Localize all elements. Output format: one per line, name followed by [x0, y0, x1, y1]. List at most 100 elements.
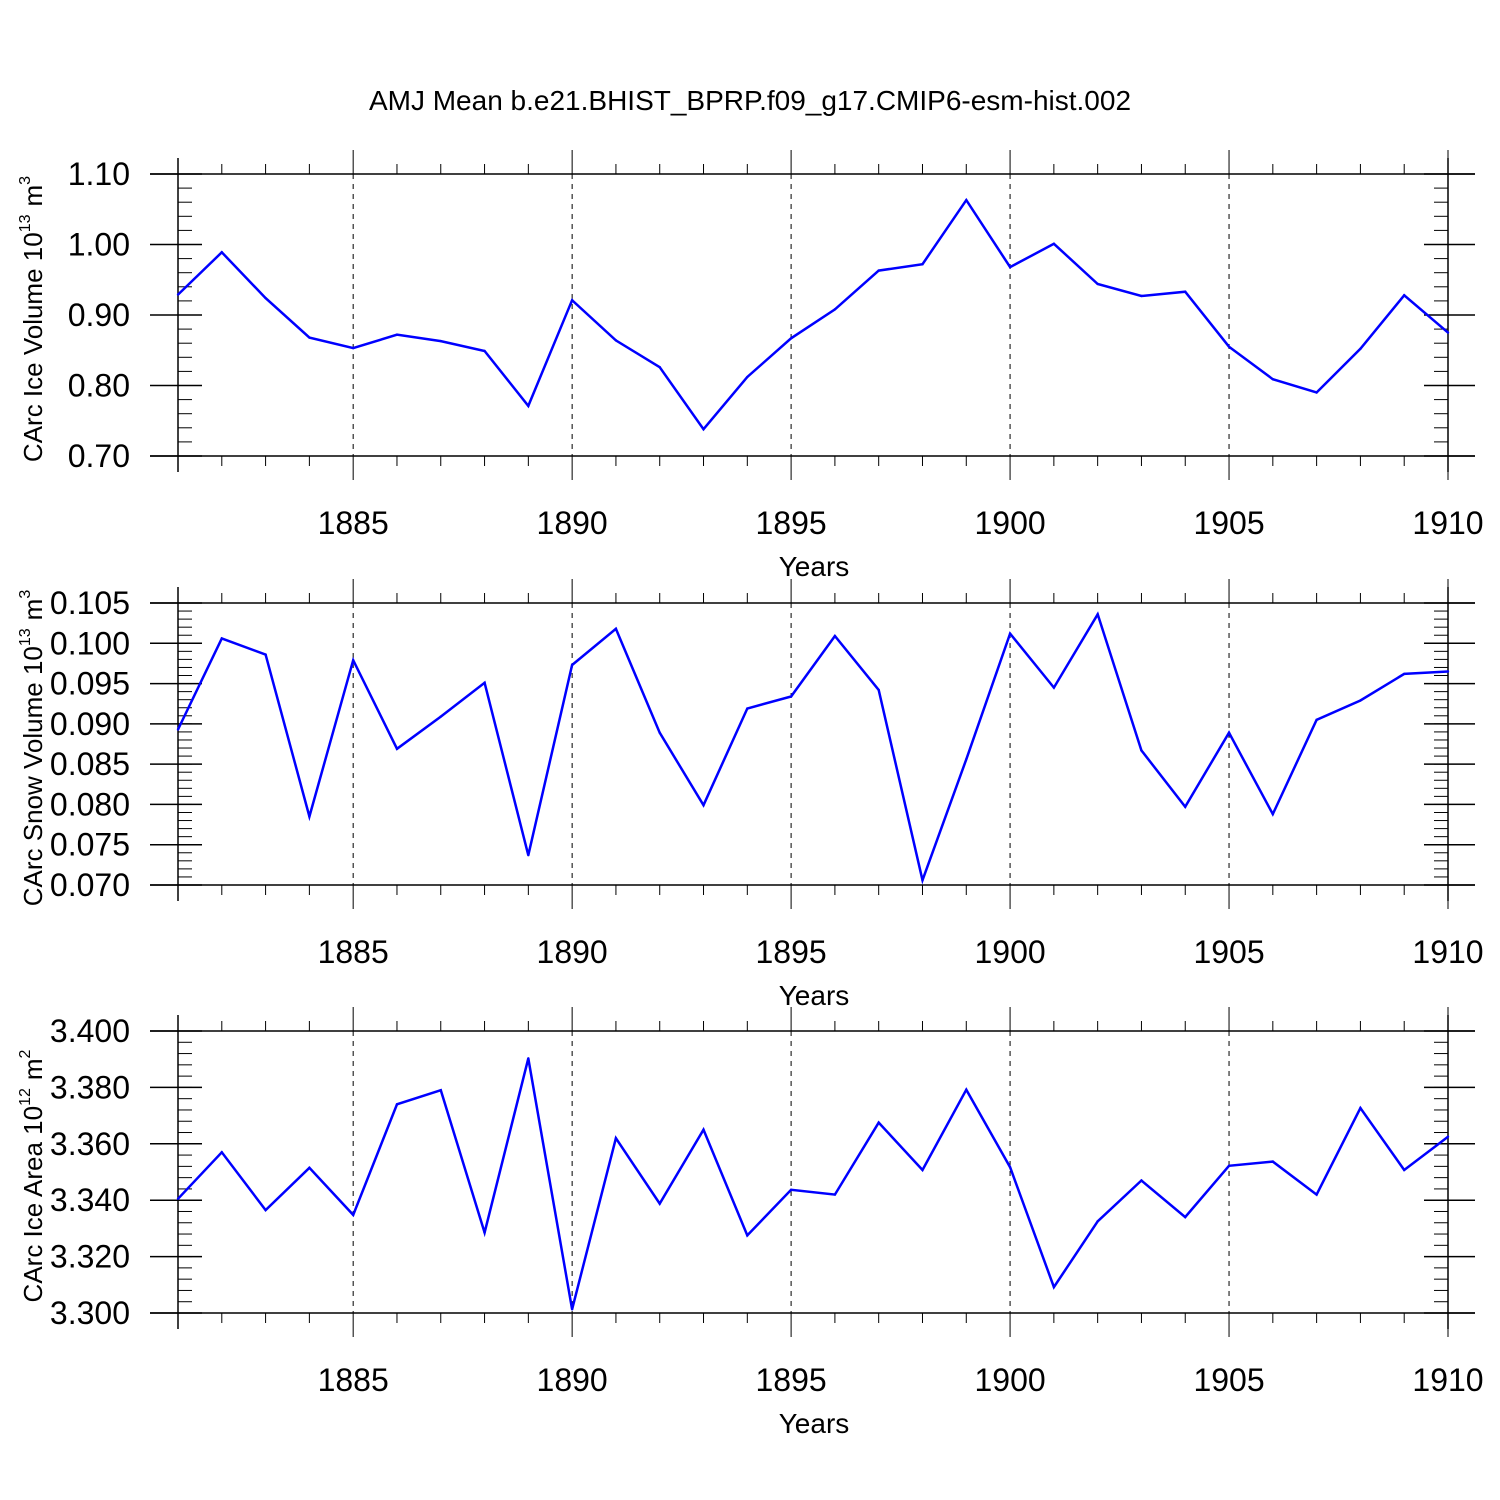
data-point: [1184, 805, 1187, 809]
y-axis-label-unit-exponent: 2: [17, 1049, 34, 1058]
y-axis-label-unit: m: [18, 1058, 48, 1080]
y-tick-label: 0.095: [50, 666, 130, 702]
x-tick-label: 1895: [756, 934, 827, 970]
data-point: [308, 815, 311, 818]
series-line: [177, 1058, 1449, 1310]
y-tick-label: 0.90: [68, 297, 130, 333]
data-point: [789, 1188, 793, 1191]
data-point: [1446, 670, 1450, 673]
data-point: [1403, 294, 1406, 297]
data-point: [1052, 686, 1056, 689]
x-tick-label: 1900: [974, 934, 1045, 970]
data-point: [965, 198, 968, 202]
x-tick-label: 1890: [537, 1362, 608, 1398]
data-point: [877, 688, 880, 692]
data-point: [483, 681, 486, 684]
series-line: [176, 611, 1449, 885]
y-tick-label: 3.400: [50, 1013, 130, 1049]
y-axis-label-unit: m: [18, 599, 48, 621]
y-tick-label: 3.320: [50, 1239, 130, 1275]
y-axis-label-exponent: 13: [17, 214, 34, 232]
data-point: [746, 707, 749, 710]
data-point: [1052, 242, 1056, 245]
data-point: [877, 1121, 880, 1124]
data-point: [1184, 290, 1187, 293]
y-tick-label: 0.105: [50, 585, 130, 621]
y-tick-label: 0.70: [68, 438, 130, 474]
x-tick-label: 1895: [756, 505, 827, 541]
series-line: [177, 197, 1449, 432]
data-point: [220, 637, 223, 640]
x-tick-label: 1890: [537, 505, 608, 541]
y-tick-label: 3.380: [50, 1069, 130, 1105]
x-tick-label: 1885: [318, 505, 389, 541]
x-tick-label: 1885: [318, 1362, 389, 1398]
data-point: [527, 404, 530, 408]
data-point: [439, 715, 442, 718]
data-point: [1403, 1168, 1406, 1172]
data-point: [921, 263, 924, 266]
x-tick-label: 1910: [1412, 934, 1483, 970]
data-point: [789, 337, 793, 340]
data-point: [395, 333, 399, 336]
y-tick-label: 0.075: [50, 827, 130, 863]
data-point: [658, 1202, 661, 1205]
y-tick-label: 3.340: [50, 1182, 130, 1218]
data-point: [176, 293, 180, 296]
y-axis-label-unit-exponent: 3: [17, 176, 34, 185]
data-point: [351, 659, 355, 662]
data-point: [1227, 731, 1231, 734]
data-point: [351, 1213, 355, 1217]
data-point: [264, 653, 267, 656]
panel-2: 0.070 0.075 0.080 0.085 0.090 0.095 0.100 0.105…: [17, 579, 1484, 1011]
y-tick-label: 0.80: [68, 368, 130, 404]
data-point: [1359, 699, 1362, 702]
data-point: [264, 1208, 267, 1212]
x-tick-label: 1905: [1193, 1362, 1264, 1398]
data-point: [702, 428, 705, 431]
data-point: [833, 308, 837, 311]
data-point: [614, 1136, 618, 1140]
data-point: [308, 1166, 311, 1169]
data-point: [570, 298, 574, 302]
data-point: [1096, 1220, 1099, 1223]
data-point: [1359, 347, 1362, 351]
data-point: [702, 1128, 705, 1131]
data-point: [658, 731, 661, 734]
data-point: [1271, 812, 1275, 816]
chart-title: AMJ Mean b.e21.BHIST_BPRP.f09_g17.CMIP6-…: [369, 85, 1131, 116]
x-tick-label: 1900: [974, 1362, 1045, 1398]
data-point: [1052, 1285, 1056, 1289]
data-point: [395, 747, 399, 751]
y-tick-label: 0.080: [50, 786, 130, 822]
data-point: [789, 695, 793, 698]
y-tick-label: 0.085: [50, 746, 130, 782]
data-point: [439, 1089, 442, 1092]
data-point: [570, 663, 574, 667]
data-point: [1227, 345, 1231, 348]
y-tick-label: 1.10: [68, 156, 130, 192]
y-axis-label: CArc Snow Volume 1013 m3: [17, 590, 48, 907]
y-axis-label-main: CArc Snow Volume 10: [18, 646, 48, 906]
y-tick-label: 0.100: [50, 625, 130, 661]
data-point: [176, 728, 180, 731]
data-point: [1446, 1135, 1450, 1138]
panel-3: 3.300 3.320 3.340 3.360 3.380 3.400 1885 1890 18…: [17, 1007, 1484, 1439]
data-point: [483, 1231, 486, 1234]
data-point: [1008, 632, 1012, 635]
y-tick-label: 3.300: [50, 1295, 130, 1331]
data-point: [1140, 749, 1143, 752]
data-point: [570, 1308, 574, 1311]
x-tick-label: 1900: [974, 505, 1045, 541]
y-axis-label-unit-exponent: 3: [17, 590, 34, 599]
y-tick-label: 0.090: [50, 706, 130, 742]
data-point: [220, 1151, 223, 1154]
data-point: [1140, 1179, 1143, 1182]
data-point: [439, 339, 442, 343]
data-point: [1096, 613, 1099, 616]
x-tick-label: 1910: [1412, 1362, 1483, 1398]
x-tick-label: 1905: [1193, 934, 1264, 970]
data-point: [746, 1234, 749, 1237]
x-tick-label: 1885: [318, 934, 389, 970]
